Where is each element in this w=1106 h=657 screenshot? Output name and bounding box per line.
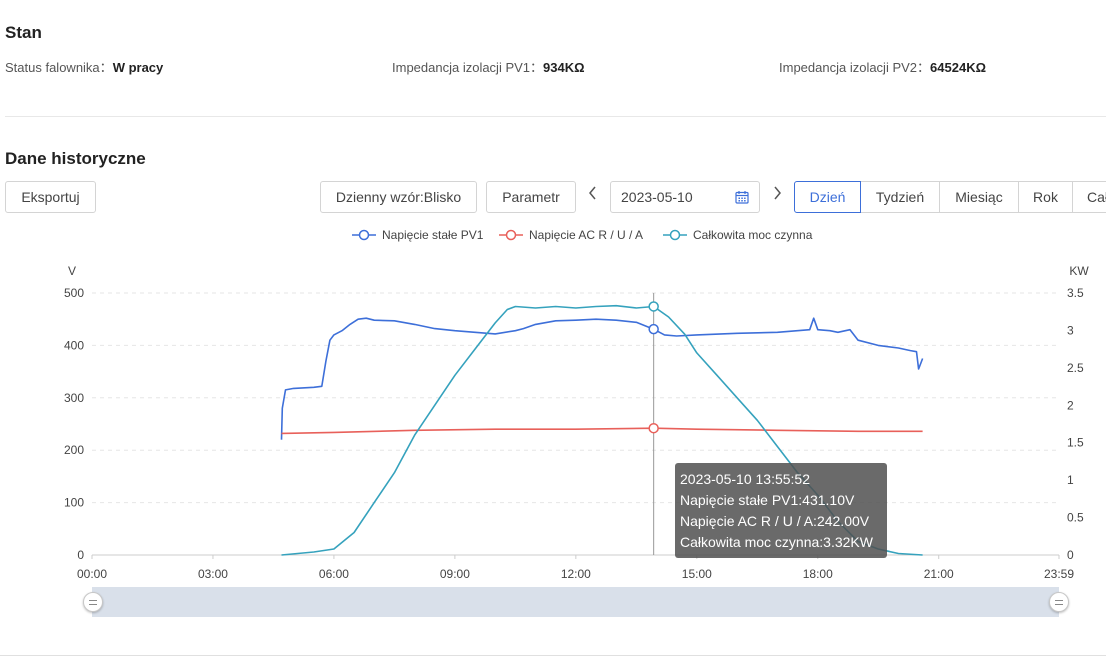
x-tick-label: 12:00 [561,567,591,581]
legend-label-pv1: Napięcie stałe PV1 [382,228,484,242]
tab-year[interactable]: Rok [1019,181,1073,213]
y-right-tick-label: 2 [1067,398,1074,412]
prev-date-button[interactable] [585,186,601,204]
legend-marker-power-icon [663,229,687,241]
pv1-insulation-label: Impedancja izolacji PV1 [392,60,531,75]
next-date-button[interactable] [769,186,785,204]
x-tick-label: 00:00 [77,567,107,581]
legend-label-ac: Napięcie AC R / U / A [529,228,644,242]
hover-marker [648,323,659,335]
bottom-divider [0,655,1106,656]
y-left-tick-label: 400 [64,338,84,352]
y-left-tick-label: 0 [77,548,84,562]
legend-item-pv1[interactable]: Napięcie stałe PV1 [352,228,483,242]
tooltip-pv1: Napięcie stałe PV1:431.10V [680,492,855,508]
y-right-tick-label: 2.5 [1067,361,1084,375]
tab-total[interactable]: Cał [1073,181,1106,213]
hover-marker [648,422,659,434]
y-left-tick-label: 200 [64,443,84,457]
chart-legend: Napięcie stałe PV1 Napięcie AC R / U / A… [0,228,1106,246]
range-tabs: Dzień Tydzień Miesiąc Rok Cał [794,181,1106,213]
pv2-insulation-label: Impedancja izolacji PV2 [779,60,918,75]
hover-marker [648,301,659,312]
tab-week[interactable]: Tydzień [861,181,940,213]
pv1-insulation: Impedancja izolacji PV1：934KΩ [392,57,585,76]
calendar-icon [735,190,749,207]
kv-separator: ： [99,60,113,75]
chevron-left-icon [589,186,596,200]
y-right-tick-label: 0 [1067,548,1074,562]
y-right-tick-label: 1.5 [1067,436,1084,450]
series-line-ac [281,427,923,435]
inverter-status-value: W pracy [112,60,164,75]
y-right-tick-label: 3 [1067,323,1074,337]
parameter-button[interactable]: Parametr [486,181,576,213]
status-section-title: Stan [5,23,42,42]
x-tick-label: 18:00 [803,567,833,581]
y-left-unit: V [68,264,76,278]
x-tick-label: 09:00 [440,567,470,581]
inverter-status: Status falownika：W pracy [5,57,163,76]
zoom-slider-track[interactable] [92,587,1059,617]
x-tick-label: 06:00 [319,567,349,581]
daily-pattern-button[interactable]: Dzienny wzór:Blisko [320,181,477,213]
legend-item-ac[interactable]: Napięcie AC R / U / A [499,228,643,242]
kv-separator: ： [530,60,544,75]
x-tick-label: 23:59 [1044,567,1074,581]
pv1-insulation-value: 934KΩ [543,60,585,75]
tab-day[interactable]: Dzień [794,181,861,213]
export-button[interactable]: Eksportuj [5,181,96,213]
y-left-tick-label: 100 [64,496,84,510]
pv2-insulation: Impedancja izolacji PV2：64524KΩ [779,57,986,76]
x-tick-label: 03:00 [198,567,228,581]
chevron-right-icon [774,186,781,200]
tab-month[interactable]: Miesiąc [940,181,1019,213]
tooltip-ac: Napięcie AC R / U / A:242.00V [680,513,870,529]
section-divider [5,116,1106,117]
legend-marker-ac-icon [499,229,523,241]
y-left-tick-label: 300 [64,391,84,405]
legend-marker-pv1-icon [352,229,376,241]
y-left-tick-label: 500 [64,286,84,300]
legend-item-power[interactable]: Całkowita moc czynna [663,228,812,242]
x-tick-label: 21:00 [924,567,954,581]
legend-label-power: Całkowita moc czynna [693,228,813,242]
history-section-title: Dane historyczne [5,149,146,168]
date-picker-input[interactable]: 2023-05-10 [610,181,760,213]
x-tick-label: 15:00 [682,567,712,581]
series-line-pv1 [280,317,924,440]
pv2-insulation-value: 64524KΩ [930,60,987,75]
chart-tooltip: 2023-05-10 13:55:52 Napięcie stałe PV1:4… [675,463,887,558]
history-chart[interactable]: 0 100 200 300 400 500 0 0.5 1 1.5 2 2.5 3 3.5 V KW 00:00… [0,255,1106,587]
inverter-status-label: Status falownika [5,60,100,75]
tooltip-power: Całkowita moc czynna:3.32KW [680,534,873,550]
tooltip-time: 2023-05-10 13:55:52 [680,471,810,487]
y-right-tick-label: 1 [1067,473,1074,487]
zoom-handle-left[interactable] [83,592,103,612]
date-value: 2023-05-10 [621,189,693,205]
y-right-tick-label: 3.5 [1067,286,1084,300]
y-right-unit: KW [1069,264,1089,278]
kv-separator: ： [917,60,931,75]
y-right-tick-label: 0.5 [1067,511,1084,525]
zoom-handle-right[interactable] [1049,592,1069,612]
